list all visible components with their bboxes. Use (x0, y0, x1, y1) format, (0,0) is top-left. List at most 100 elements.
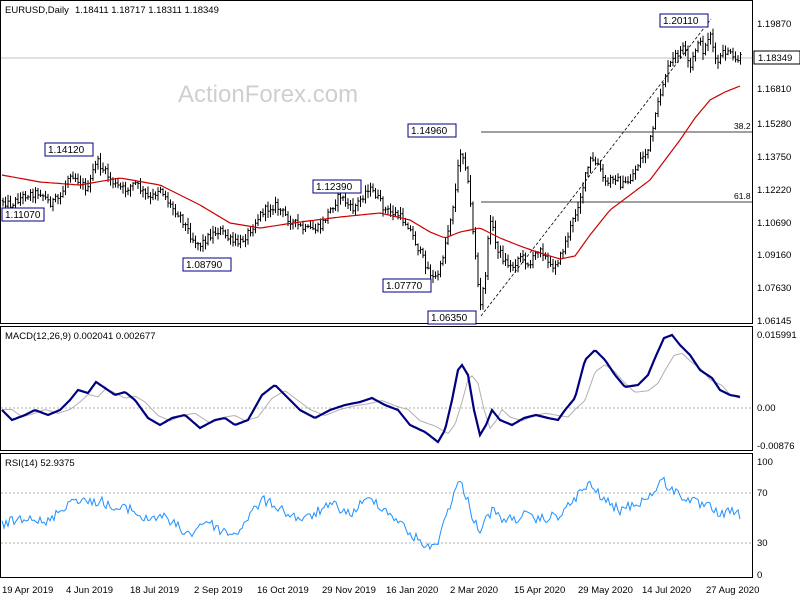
price-tick: 1.07630 (757, 283, 791, 294)
ohlc-bar (411, 225, 415, 240)
ohlc-bar (619, 175, 622, 190)
ohlc-bar (449, 218, 452, 237)
ohlc-bar (396, 210, 400, 220)
ohlc-bar (526, 262, 530, 268)
ohlc-bar (104, 166, 107, 175)
ohlc-bar (191, 232, 195, 244)
ohlc-bar (209, 228, 212, 241)
ohlc-bar (319, 218, 322, 234)
ohlc-bar (579, 193, 582, 214)
ohlc-bar (71, 171, 75, 180)
macd-lines (1, 333, 741, 444)
price-panel-border (0, 0, 753, 324)
ohlc-bar (566, 232, 570, 248)
ohlc-bar (256, 214, 260, 226)
ohlc-bar (584, 171, 587, 192)
ohlc-bar (726, 47, 730, 56)
ohlc-bar (491, 216, 495, 232)
ohlc-bar (496, 241, 500, 259)
macd-tick: -0.00876 (757, 441, 795, 452)
ohlc-bar (519, 252, 522, 263)
rsi-line (1, 476, 741, 551)
macd-line (1, 333, 741, 444)
x-tick: 15 Apr 2020 (514, 585, 565, 596)
ohlc-bar (246, 228, 250, 245)
ohlc-bar (56, 193, 60, 205)
ohlc-bar (679, 45, 682, 59)
ohlc-bar (611, 175, 615, 184)
x-tick: 18 Jul 2019 (130, 585, 179, 596)
ohlc-bar (666, 60, 670, 83)
x-tick: 16 Oct 2019 (257, 585, 309, 596)
ohlc-bar (476, 252, 480, 288)
price-tick: 1.15280 (757, 119, 791, 130)
ohlc-bar (426, 261, 430, 270)
ohlc-bar (364, 185, 367, 204)
ohlc-bar (341, 195, 345, 202)
ohlc-bar (639, 152, 642, 168)
rsi-panel-border (0, 453, 753, 578)
rsi-tick: 100 (757, 457, 773, 468)
swing-label: 1.08790 (182, 257, 232, 272)
ohlc-bar (581, 182, 585, 204)
ohlc-bar (214, 226, 217, 237)
ohlc-bar (669, 60, 672, 68)
ohlc-bar (186, 217, 190, 234)
ohlc-bar (146, 186, 150, 199)
swing-label-text: 1.08790 (186, 260, 223, 271)
ohlc-bar (344, 193, 347, 207)
ohlc-bar (339, 191, 342, 205)
ohlc-bar (169, 199, 172, 208)
ohlc-bar (601, 163, 605, 182)
ohlc-bar (124, 181, 127, 198)
ohlc-bar (174, 204, 177, 218)
ohlc-bar (141, 185, 145, 198)
ohlc-bar (106, 163, 110, 183)
ohlc-bar (596, 158, 600, 166)
swing-label-box (382, 278, 432, 293)
ohlc-bar (484, 271, 487, 294)
ohlc-bar (736, 55, 740, 63)
ohlc-bar (331, 207, 335, 213)
ohlc-bar (684, 41, 687, 57)
swing-label: 1.14120 (44, 142, 94, 157)
ohlc-bar (386, 205, 390, 215)
ohlc-bar (661, 81, 665, 97)
ohlc-bar (64, 180, 67, 196)
ohlc-bar (514, 259, 517, 273)
ohlc-bar (474, 227, 477, 260)
ohlc-bar (289, 215, 292, 230)
ohlc-bar (1, 197, 5, 207)
ohlc-bar (541, 243, 545, 262)
ohlc-bar (466, 166, 470, 184)
ohlc-bar (44, 190, 47, 200)
x-tick: 29 Nov 2019 (322, 585, 376, 596)
swing-label: 1.20110 (659, 13, 709, 28)
ohlc-bar (389, 203, 392, 217)
x-tick: 2 Mar 2020 (450, 585, 498, 596)
ohlc-bar (239, 234, 242, 249)
ohlc-bar (501, 245, 505, 265)
ohlc-bar (269, 204, 272, 218)
rsi-tick: 70 (757, 488, 768, 499)
swing-label: 1.11070 (1, 207, 45, 222)
ohlc-bar (31, 188, 35, 203)
price-tick: 1.09160 (757, 250, 791, 261)
ohlc-bar (444, 237, 447, 264)
ohlc-bar (196, 241, 200, 251)
ohlc-bar (554, 260, 557, 275)
ohlc-bar (686, 45, 690, 68)
ohlc-bar (409, 225, 412, 232)
ohlc-bar (259, 211, 262, 222)
swing-label-box (44, 142, 94, 157)
ohlc-bar (41, 193, 45, 202)
ohlc-bar (109, 172, 112, 186)
symbol-label: EURUSD,Daily (5, 5, 69, 16)
swing-label-box (407, 123, 457, 138)
ohlc-bar (26, 194, 30, 200)
ohlc-bar (219, 226, 222, 236)
ohlc-bar (66, 175, 70, 189)
swing-label: 1.14960 (407, 123, 457, 138)
ohlc-bar (374, 188, 377, 199)
ohlc-bar (556, 259, 560, 268)
